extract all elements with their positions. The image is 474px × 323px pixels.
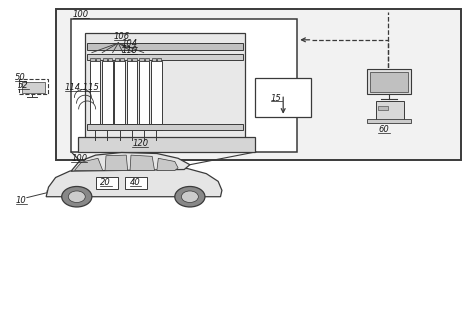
Bar <box>22 82 45 93</box>
Polygon shape <box>130 155 155 171</box>
Bar <box>125 177 147 189</box>
Bar <box>90 61 100 124</box>
Bar <box>71 19 297 152</box>
Bar <box>96 58 100 61</box>
Text: 106: 106 <box>114 32 130 41</box>
Bar <box>87 124 243 130</box>
Text: 110: 110 <box>121 46 137 55</box>
Bar <box>151 61 162 124</box>
Text: 15: 15 <box>271 94 282 103</box>
Bar <box>108 58 112 61</box>
Bar <box>366 119 411 123</box>
Circle shape <box>182 191 198 203</box>
Bar <box>152 58 156 61</box>
Bar <box>115 61 125 124</box>
Text: 52: 52 <box>18 81 28 90</box>
Bar <box>85 33 246 142</box>
Bar <box>139 58 144 61</box>
Bar <box>19 79 47 94</box>
Text: 40: 40 <box>129 178 140 187</box>
Bar <box>55 9 461 160</box>
Text: 100: 100 <box>73 10 89 19</box>
Polygon shape <box>74 158 103 171</box>
Bar <box>115 58 119 61</box>
Bar <box>91 58 95 61</box>
Polygon shape <box>71 152 190 171</box>
Polygon shape <box>105 155 128 171</box>
Bar <box>255 78 311 117</box>
Text: 120: 120 <box>132 140 148 148</box>
Circle shape <box>175 186 205 207</box>
Text: 100: 100 <box>71 154 87 163</box>
Bar <box>366 68 411 94</box>
Text: 50: 50 <box>15 73 25 82</box>
Bar <box>127 58 131 61</box>
Bar <box>103 58 107 61</box>
Polygon shape <box>46 167 222 197</box>
Bar <box>120 58 124 61</box>
Bar <box>378 106 388 110</box>
Bar <box>370 72 408 92</box>
Bar <box>87 54 243 60</box>
Bar <box>145 58 149 61</box>
Circle shape <box>62 186 92 207</box>
Bar <box>102 61 113 124</box>
Bar <box>87 43 243 50</box>
Bar <box>139 61 149 124</box>
Polygon shape <box>157 158 178 171</box>
Bar <box>78 137 255 152</box>
Text: 114,115: 114,115 <box>65 83 100 92</box>
Text: 60: 60 <box>378 125 389 134</box>
Bar <box>132 58 137 61</box>
Text: 20: 20 <box>100 178 111 187</box>
Bar <box>96 177 118 189</box>
Text: 10: 10 <box>16 196 26 205</box>
Circle shape <box>68 191 85 203</box>
Bar <box>157 58 161 61</box>
Bar <box>376 101 404 120</box>
Bar <box>127 61 137 124</box>
Text: 104: 104 <box>121 39 137 48</box>
